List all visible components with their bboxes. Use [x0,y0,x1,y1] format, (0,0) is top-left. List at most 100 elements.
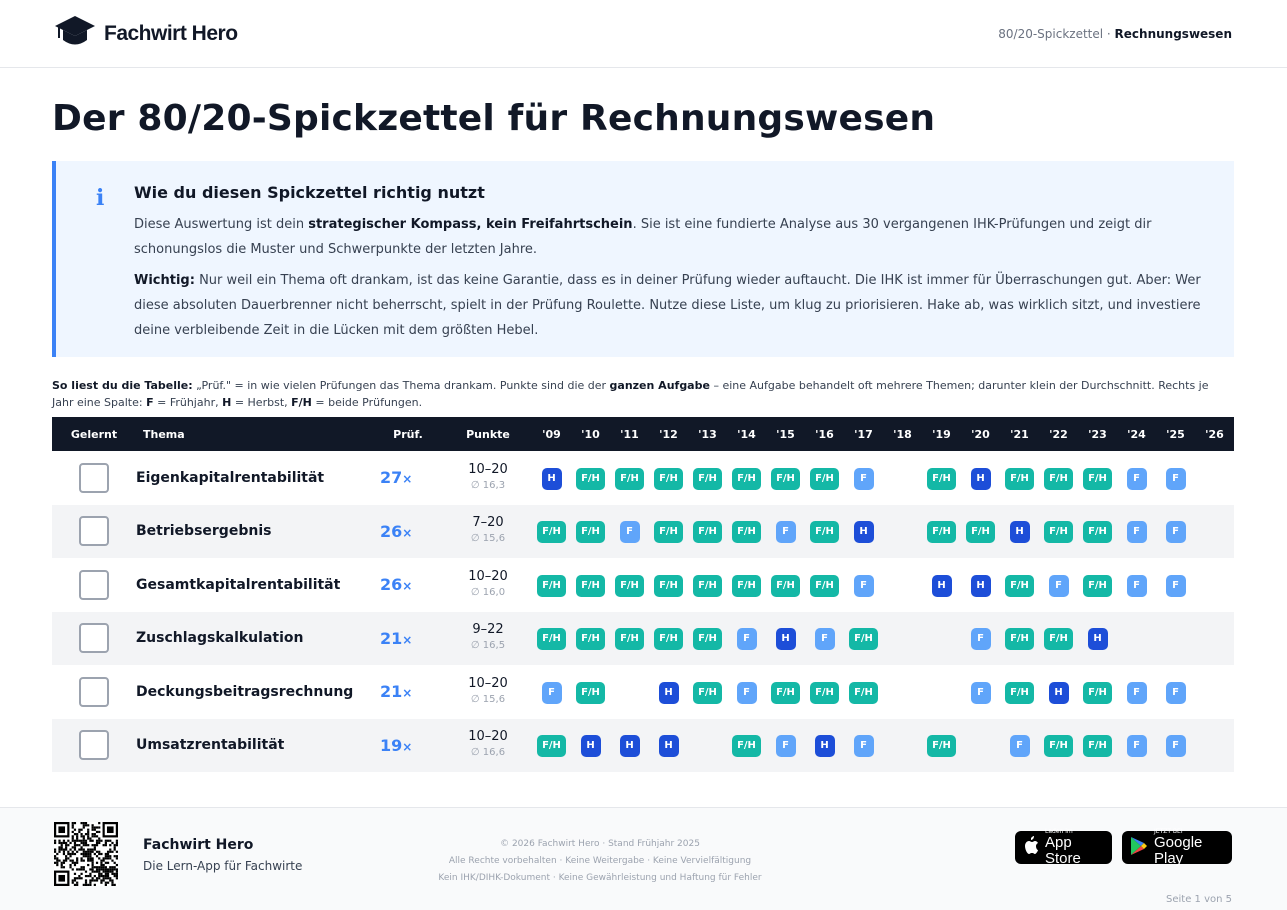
exam-badge: F/H [537,628,566,651]
points-range: 7–20 [472,515,504,531]
header-year: '14 [727,417,766,451]
footer: Fachwirt Hero Die Lern-App für Fachwirte… [0,807,1287,910]
exam-badge: F/H [732,521,761,544]
year-cell: F/H [922,504,961,558]
footer-title: Fachwirt Hero [143,837,254,853]
info-title: Wie du diesen Spickzettel richtig nutzt [134,183,485,202]
header-year: '18 [883,417,922,451]
exam-badge: F/H [771,467,800,490]
exam-count-value: 21 [380,682,403,702]
header-year: '13 [688,417,727,451]
year-cell: H [961,451,1000,505]
points-cell: 10–20 ∅ 16,6 [444,718,532,772]
exam-badge: F [775,521,796,544]
exam-count-suffix: × [402,525,413,540]
learned-checkbox[interactable] [79,623,109,654]
year-cell [1195,611,1234,665]
year-cell [883,665,922,719]
exam-badge: F/H [927,467,956,490]
learned-checkbox[interactable] [79,462,109,493]
points-average: ∅ 15,6 [470,693,506,705]
year-cell [883,611,922,665]
qr-code[interactable] [54,822,118,886]
year-cell [1195,665,1234,719]
year-cell: F [1156,504,1195,558]
learned-cell [52,611,136,665]
year-cell: F/H [1000,558,1039,612]
year-cell: F/H [766,665,805,719]
breadcrumb-prefix: 80/20-Spickzettel · [998,26,1115,41]
exam-badge: F [1165,681,1186,704]
year-cell: F/H [532,611,571,665]
year-cell [1195,718,1234,772]
exam-badge: H [970,574,991,597]
breadcrumb-current: Rechnungswesen [1114,26,1232,41]
learned-checkbox[interactable] [79,516,109,547]
exam-count-value: 26 [380,521,403,541]
exam-badge: F/H [927,521,956,544]
exam-badge: H [580,735,601,758]
year-cell: F/H [727,558,766,612]
year-cell: F/H [922,451,961,505]
exam-badge: F [853,735,874,758]
header-year: '23 [1078,417,1117,451]
exam-count-value: 27 [380,468,403,488]
exam-count: 21× [372,611,444,665]
exam-badge: F/H [576,574,605,597]
exam-badge: F/H [1044,735,1073,758]
exam-badge: F/H [1083,467,1112,490]
header-year: '10 [571,417,610,451]
app-store-badge[interactable]: Laden im App Store [1015,828,1112,867]
year-cell [610,665,649,719]
exam-count: 21× [372,665,444,719]
year-cell: F/H [1078,665,1117,719]
points-cell: 10–20 ∅ 16,3 [444,451,532,505]
points-average: ∅ 16,6 [470,747,506,759]
exam-badge: F/H [537,574,566,597]
year-cell: F [844,558,883,612]
learned-checkbox[interactable] [79,730,109,761]
exam-badge: F/H [1083,521,1112,544]
year-cell: F/H [688,611,727,665]
header-gelernt: Gelernt [52,417,136,451]
table-row: Zuschlagskalkulation 21× 9–22 ∅ 16,5 F/H F/H F… [52,611,1234,665]
table-header-row: Gelernt Thema Prüf. Punkte '09'10'11'12 '… [52,417,1234,451]
year-cell: F/H [1039,451,1078,505]
year-cell: F/H [1078,451,1117,505]
exam-badge: F/H [1005,467,1034,490]
exam-count-suffix: × [402,472,413,487]
table-legend: So liest du die Tabelle: „Prüf." = in wi… [52,379,1209,409]
exam-badge: F [1165,574,1186,597]
year-cell: F [1117,504,1156,558]
exam-badge: F [1126,467,1147,490]
exam-badge: F [1126,521,1147,544]
year-cell: F [610,504,649,558]
header-year: '21 [1000,417,1039,451]
page-title: Der 80/20-Spickzettel für Rechnungswesen [52,98,936,139]
year-cell: F/H [1000,451,1039,505]
year-cell: H [571,718,610,772]
info-paragraph-1: Diese Auswertung ist dein strategischer … [134,217,1152,257]
header-year: '19 [922,417,961,451]
exam-badge: F/H [849,681,878,704]
exam-badge: H [658,735,679,758]
header-punkte: Punkte [444,417,532,451]
year-cell: F/H [688,665,727,719]
exam-badge: F/H [732,467,761,490]
year-cell: F [961,665,1000,719]
year-cell [1195,451,1234,505]
year-cell: F/H [1078,558,1117,612]
year-cell: F/H [610,611,649,665]
header-year: '25 [1156,417,1195,451]
year-cell: F [766,504,805,558]
topic-name: Zuschlagskalkulation [136,611,372,665]
year-cell: H [766,611,805,665]
topic-name: Gesamtkapitalrentabilität [136,576,341,593]
year-cell: F [1000,718,1039,772]
learned-checkbox[interactable] [79,569,109,600]
learned-checkbox[interactable] [79,676,109,707]
brand[interactable]: Fachwirt Hero [54,15,238,53]
google-play-badge[interactable]: JETZT BEI Google Play [1122,828,1232,867]
topic-name: Betriebsergebnis [136,504,372,558]
learned-cell [52,558,136,612]
